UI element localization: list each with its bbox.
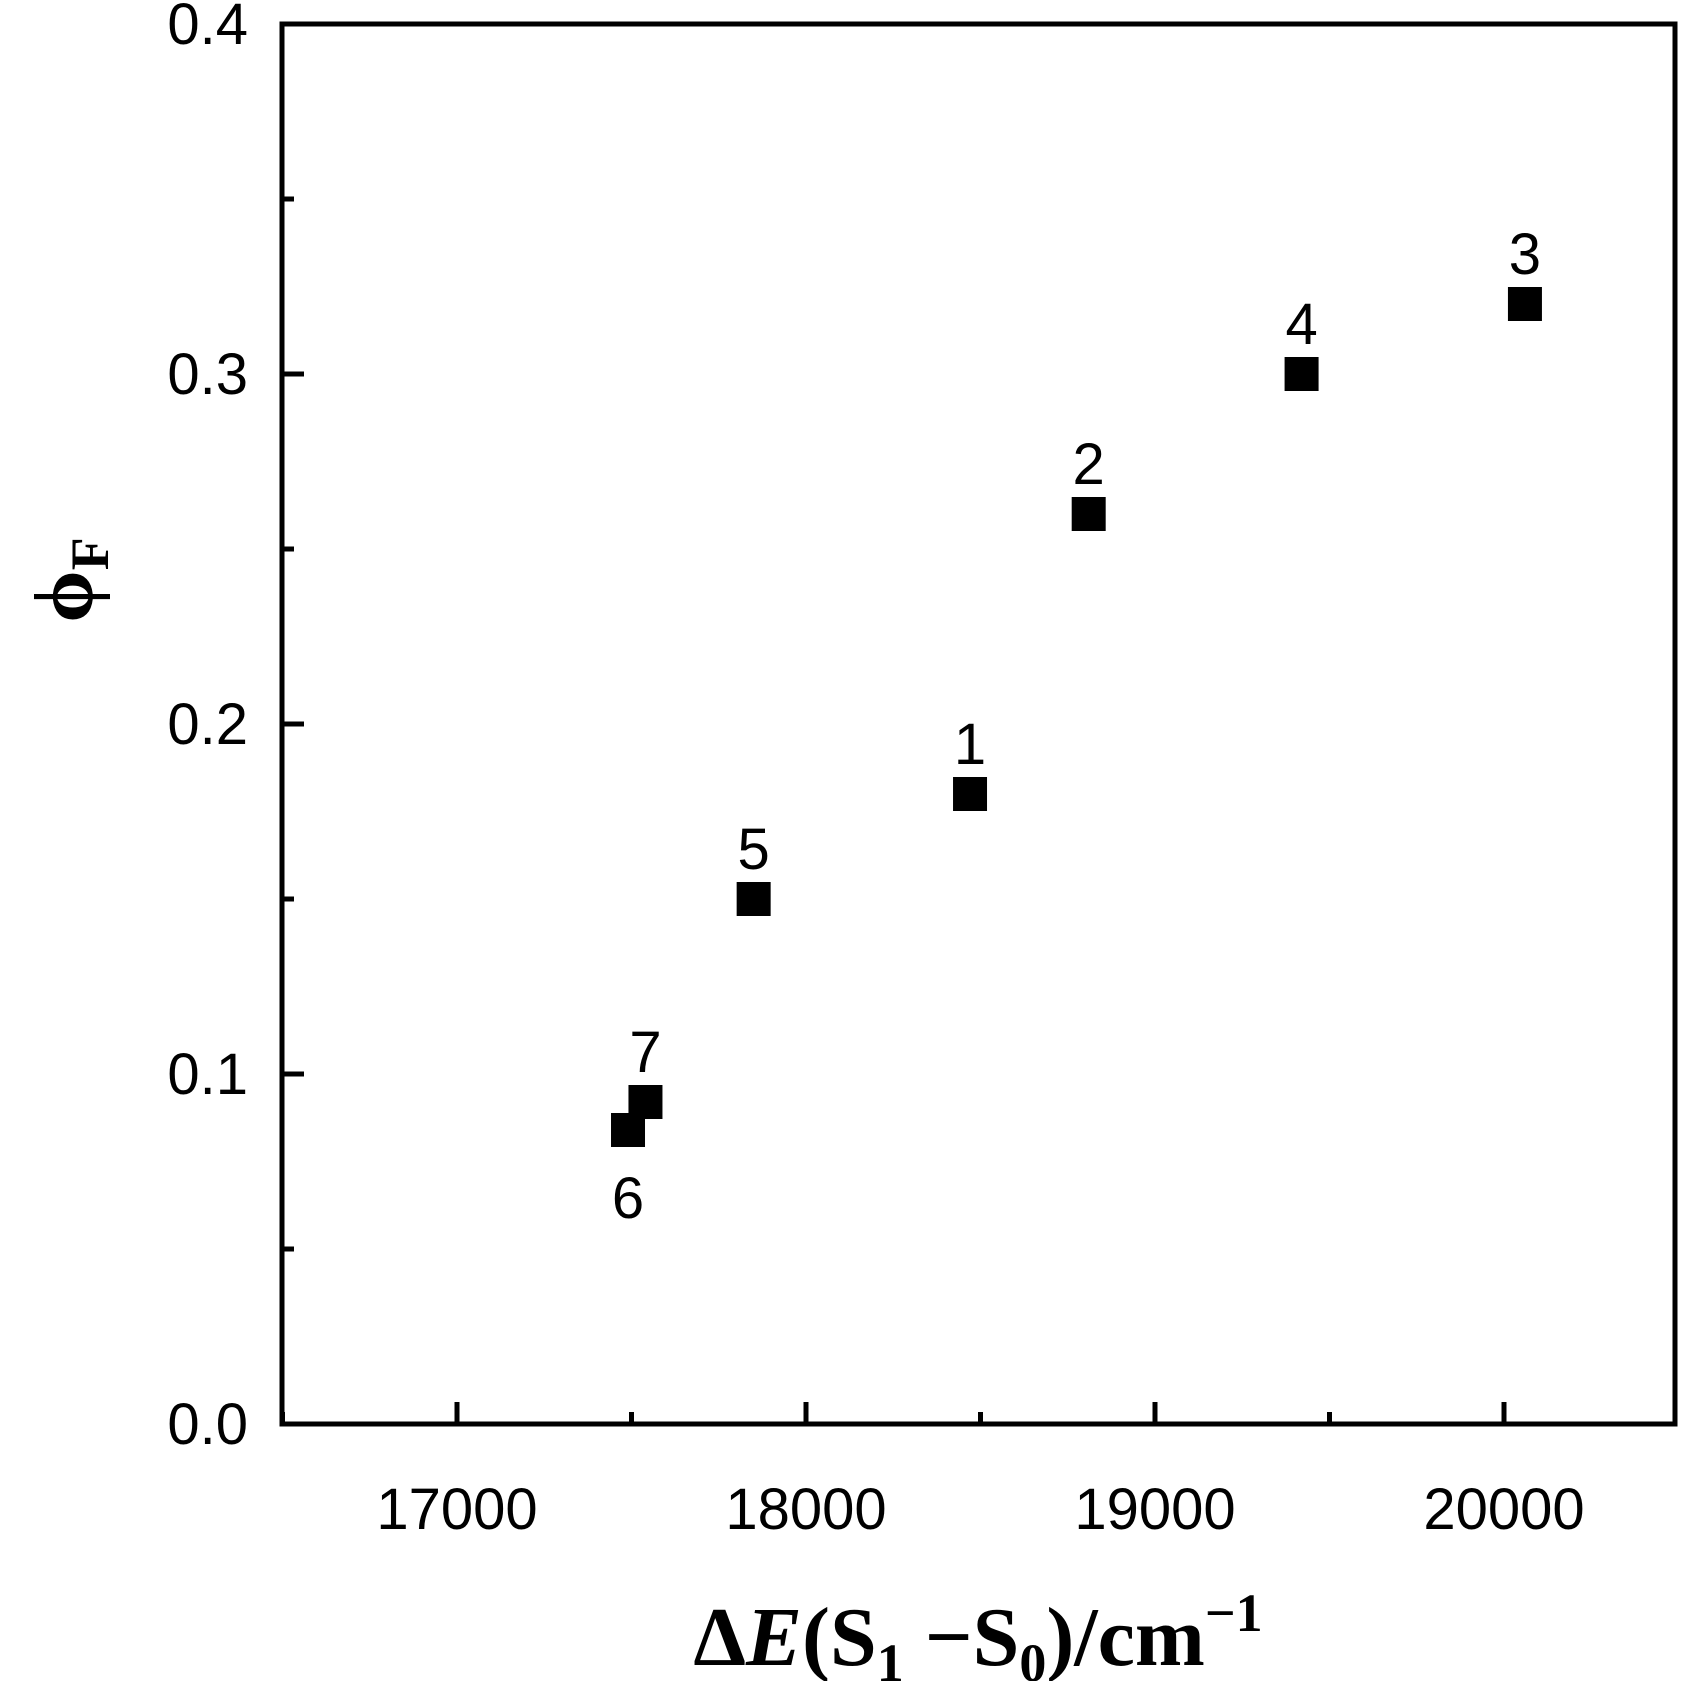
data-points: 1 2 3 4 5 6 7 (611, 222, 1542, 1231)
data-point-4 (1284, 357, 1319, 391)
y-tick-label: 0.2 (167, 692, 248, 757)
point-label-6: 6 (612, 1166, 644, 1231)
point-label-7: 7 (629, 1020, 661, 1085)
y-tick-label: 0.0 (167, 1392, 248, 1457)
data-point-2 (1071, 497, 1106, 531)
y-axis-sub: F (60, 537, 120, 570)
x-axis-open: (S (802, 1591, 877, 1681)
x-tick-label: 17000 (376, 1477, 537, 1542)
y-tick-label: 0.4 (167, 0, 248, 57)
data-point-5 (736, 882, 771, 916)
y-axis-title: ϕF (18, 537, 120, 622)
x-tick-label: 18000 (725, 1477, 886, 1542)
point-label-5: 5 (738, 817, 770, 882)
axis-ticks (280, 21, 1507, 1427)
x-axis-close: )/cm (1046, 1591, 1205, 1681)
point-label-1: 1 (954, 712, 986, 777)
x-tick-label: 20000 (1423, 1477, 1584, 1542)
x-axis-var: E (745, 1591, 802, 1681)
data-point-1 (953, 777, 988, 811)
y-tick-label: 0.3 (167, 342, 248, 407)
x-axis-sub0: 0 (1019, 1633, 1046, 1681)
point-label-4: 4 (1285, 292, 1317, 357)
x-axis-title: ΔE(S1 −S0)/cm−1 (693, 1583, 1262, 1681)
data-point-3 (1507, 287, 1542, 321)
point-label-3: 3 (1509, 222, 1541, 287)
data-point-7 (628, 1085, 663, 1119)
x-axis-mid: −S (904, 1591, 1020, 1681)
point-label-2: 2 (1073, 432, 1105, 497)
x-axis-sup: −1 (1205, 1583, 1263, 1643)
x-axis-delta: Δ (693, 1591, 746, 1681)
y-axis-phi: ϕ (18, 570, 111, 622)
x-tick-label: 19000 (1074, 1477, 1235, 1542)
y-tick-label: 0.1 (167, 1042, 248, 1107)
x-axis-sub1: 1 (877, 1633, 904, 1681)
tick-labels: 17000 18000 19000 20000 0.0 0.1 0.2 0.3 0.4 (167, 0, 1584, 1542)
